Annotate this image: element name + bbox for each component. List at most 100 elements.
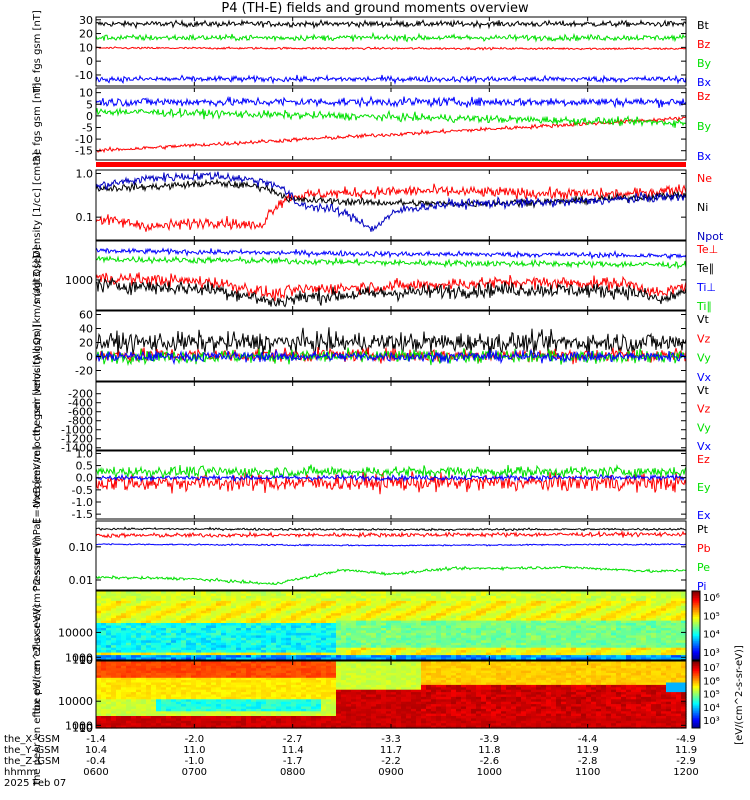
spectrogram-cell <box>156 725 162 729</box>
spectrogram-cell <box>346 625 352 629</box>
spectrogram-cell <box>271 704 277 708</box>
spectrogram-cell <box>126 603 132 607</box>
spectrogram-cell <box>301 713 307 717</box>
spectrogram-cell <box>301 605 307 609</box>
spectrogram-cell <box>246 708 252 712</box>
spectrogram-cell <box>206 618 212 622</box>
spectrogram-cell <box>336 642 342 646</box>
spectrogram-cell <box>181 628 187 632</box>
spectrogram-cell <box>161 675 167 679</box>
spectrogram-cell <box>116 716 122 719</box>
spectrogram-cell <box>271 630 277 634</box>
spectrogram-cell <box>201 684 207 688</box>
spectrogram-cell <box>291 625 297 629</box>
spectrogram-cell <box>331 628 337 632</box>
spectrogram-cell <box>576 625 582 629</box>
spectrogram-cell <box>671 608 677 612</box>
spectrogram-cell <box>306 595 312 599</box>
y-tick-label: -200 <box>68 388 93 401</box>
spectrogram-cell <box>166 704 172 708</box>
spectrogram-cell <box>281 670 287 674</box>
spectrogram-cell <box>446 652 452 656</box>
spectrogram-cell <box>126 598 132 602</box>
spectrogram-cell <box>656 605 662 609</box>
spectrogram-cell <box>396 650 402 654</box>
spectrogram-cell <box>331 630 337 634</box>
spectrogram-cell <box>161 628 167 632</box>
spectrogram-cell <box>586 608 592 612</box>
spectrogram-cell <box>186 630 192 634</box>
series-pressure-3 <box>95 542 687 547</box>
spectrogram-cell <box>426 645 432 649</box>
spectrogram-cell <box>401 637 407 641</box>
spectrogram-cell <box>241 711 247 715</box>
spectrogram-cell <box>636 618 642 622</box>
spectrogram-cell <box>636 610 642 614</box>
spectrogram-cell <box>646 618 652 622</box>
spectrogram-cell <box>676 625 682 629</box>
spectrogram-cell <box>181 608 187 612</box>
spectrogram-cell <box>116 684 122 688</box>
spectrogram-cell <box>266 595 272 599</box>
series-fgs_gsm_1-2 <box>95 31 687 43</box>
spectrogram-cell <box>141 652 147 656</box>
spectrogram-cell <box>181 598 187 602</box>
spectrogram-cell <box>201 696 207 700</box>
spectrogram-cell <box>101 618 107 622</box>
spectrogram-cell <box>426 605 432 609</box>
spectrogram-cell <box>246 696 252 700</box>
spectrogram-cell <box>271 692 277 696</box>
spectrogram-cell <box>611 613 617 617</box>
spectrogram-cell <box>286 632 292 636</box>
y-tick-label: 10 <box>79 654 93 667</box>
spectrogram-cell <box>151 645 157 649</box>
spectrogram-cell <box>251 645 257 649</box>
spectrogram-cell <box>176 675 182 679</box>
spectrogram-cell <box>186 668 192 672</box>
spectrogram-cell <box>276 603 282 607</box>
spectrogram-cell <box>511 615 517 619</box>
spectrogram-cell <box>136 618 142 622</box>
y-tick-label: 10000 <box>58 626 93 639</box>
spectrogram-cell <box>431 593 437 597</box>
spectrogram-cell <box>251 655 257 659</box>
spectrogram-cell <box>226 598 232 602</box>
spectrogram-cell <box>326 610 332 614</box>
spectrogram-cell <box>316 655 322 659</box>
spectrogram-cell <box>151 632 157 636</box>
spectrogram-cell <box>441 610 447 614</box>
spectrogram-cell <box>286 696 292 700</box>
spectrogram-cell <box>121 701 127 705</box>
spectrogram-cell <box>181 720 187 724</box>
spectrogram-cell <box>166 591 172 595</box>
spectrogram-cell <box>131 630 137 634</box>
spectrogram-cell <box>281 647 287 651</box>
spectrogram-cell <box>621 630 627 634</box>
spectrogram-cell <box>211 610 217 614</box>
spectrogram-cell <box>671 593 677 597</box>
spectrogram-cell <box>541 647 547 651</box>
spectrogram-cell <box>251 661 257 664</box>
spectrogram-cell <box>346 618 352 622</box>
spectrogram-cell <box>291 716 297 719</box>
spectrogram-cell <box>341 620 347 624</box>
spectrogram-cell <box>266 598 272 602</box>
spectrogram-cell <box>161 600 167 604</box>
spectrogram-cell <box>316 704 322 708</box>
spectrogram-cell <box>246 665 252 669</box>
spectrogram-cell <box>241 689 247 693</box>
spectrogram-cell <box>251 706 257 710</box>
spectrogram-cell <box>466 630 472 634</box>
spectrogram-cell <box>456 593 462 597</box>
spectrogram-cell <box>406 595 412 599</box>
spectrogram-cell <box>156 642 162 646</box>
spectrogram-cell <box>371 640 377 644</box>
spectrogram-cell <box>286 704 292 708</box>
spectrogram-cell <box>211 692 217 696</box>
spectrogram-cell <box>231 610 237 614</box>
spectrogram-cell <box>536 657 542 661</box>
spectrogram-cell <box>591 652 597 656</box>
spectrogram-cell <box>321 694 327 698</box>
